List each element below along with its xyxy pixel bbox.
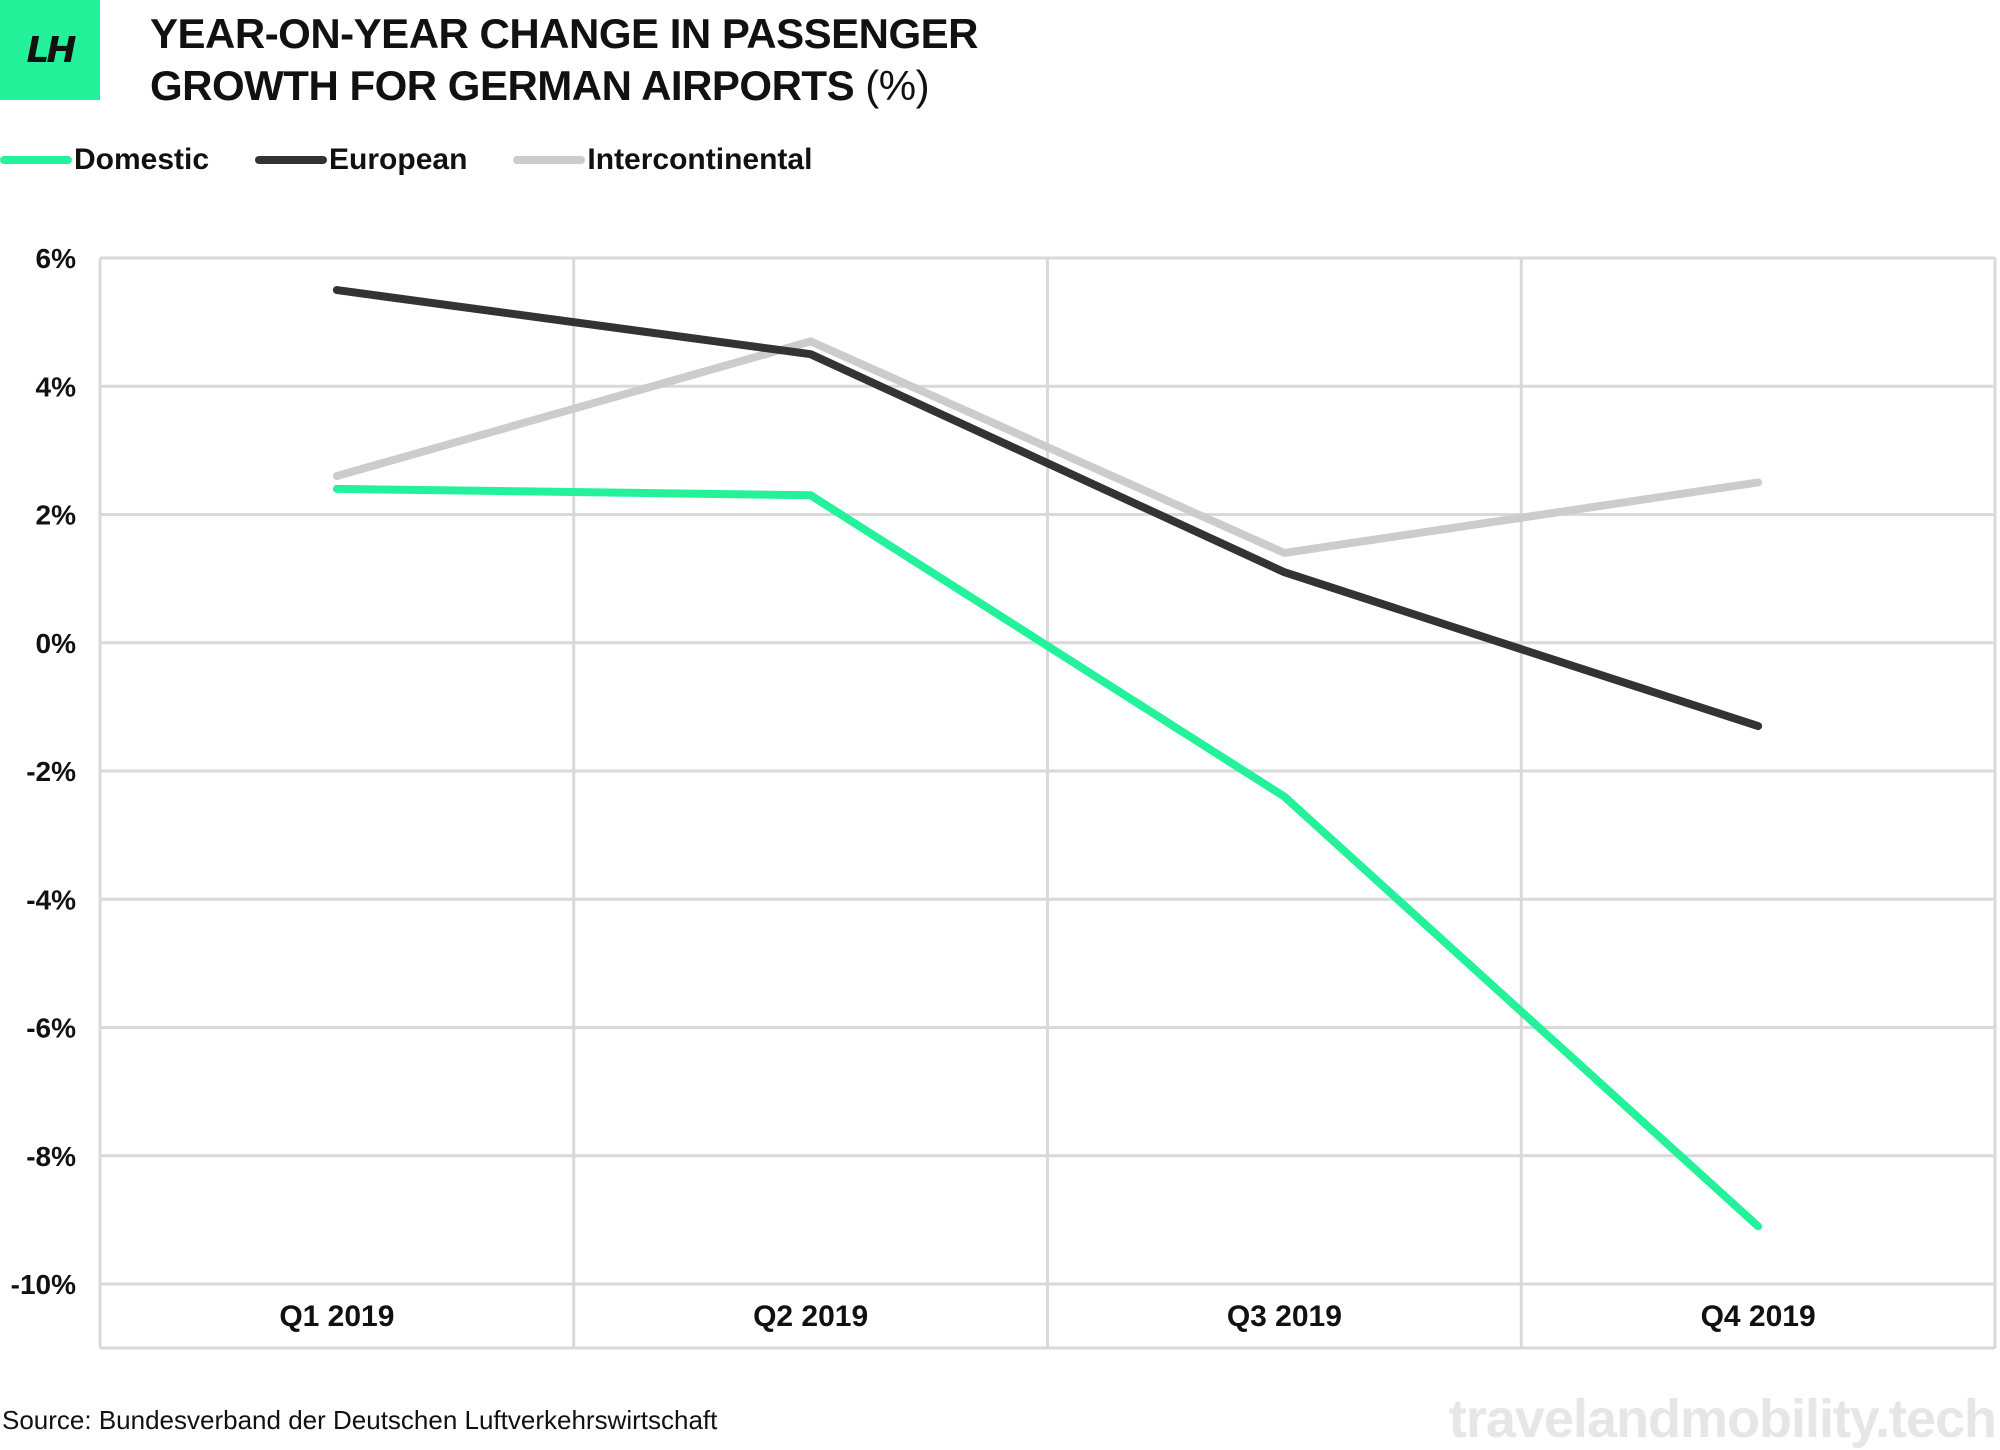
y-tick-label: -4% xyxy=(26,884,76,915)
data-point-domestic xyxy=(333,485,340,492)
data-point-domestic xyxy=(1281,793,1288,800)
y-tick-label: -8% xyxy=(26,1141,76,1172)
x-tick-label: Q1 2019 xyxy=(279,1300,394,1333)
legend-label: Domestic xyxy=(74,143,210,176)
x-axis-tick-labels: Q1 2019 Q2 2019 Q3 2019 Q4 2019 xyxy=(279,1300,1815,1333)
chart-legend: Domestic European Intercontinental xyxy=(0,140,858,180)
watermark: travelandmobility.tech xyxy=(1448,1389,1997,1449)
data-point-european xyxy=(333,287,340,294)
legend-item-european: European xyxy=(255,143,467,177)
y-tick-label: -2% xyxy=(26,756,76,787)
data-point-domestic xyxy=(1755,1223,1762,1230)
data-point-intercontinental xyxy=(807,338,814,345)
y-tick-label: -6% xyxy=(26,1013,76,1044)
y-axis-tick-labels: 6% 4% 2% 0% -2% -4% -6% -8% -10% xyxy=(11,243,76,1300)
line-chart: 6%4%2%0%-2%-4%-6%-8%-10% Q1 2019 Q2 2019 Q… xyxy=(11,243,1997,1350)
data-point-european xyxy=(1281,569,1288,576)
chart-title: YEAR-ON-YEAR CHANGE IN PASSENGER GROWTH … xyxy=(150,8,978,112)
data-point-european xyxy=(1755,723,1762,730)
y-tick-label: 6% xyxy=(36,243,77,274)
chart-title-line1: YEAR-ON-YEAR CHANGE IN PASSENGER xyxy=(150,10,978,57)
chart-title-unit: (%) xyxy=(865,62,930,109)
legend-label: European xyxy=(329,143,468,176)
legend-swatch xyxy=(0,156,72,164)
data-point-domestic xyxy=(807,492,814,499)
y-tick-label: -10% xyxy=(11,1269,76,1300)
legend-swatch xyxy=(255,156,328,164)
y-tick-label: 2% xyxy=(36,500,77,531)
series-lines xyxy=(332,286,1763,1231)
legend-item-intercontinental: Intercontinental xyxy=(513,143,812,177)
y-tick-label: 0% xyxy=(36,628,77,659)
x-tick-label: Q2 2019 xyxy=(753,1300,868,1333)
legend-label: Intercontinental xyxy=(587,143,813,176)
data-point-european xyxy=(807,351,814,358)
series-line-domestic xyxy=(332,484,1763,1231)
series-line-intercontinental xyxy=(332,337,1763,557)
chart-title-line2: GROWTH FOR GERMAN AIRPORTS xyxy=(150,62,855,109)
source-note: Source: Bundesverband der Deutschen Luft… xyxy=(2,1405,718,1435)
x-tick-label: Q4 2019 xyxy=(1701,1300,1816,1333)
data-point-intercontinental xyxy=(1755,479,1762,486)
legend-swatch xyxy=(513,156,586,164)
chart-grid xyxy=(98,256,1997,1350)
series-line-european xyxy=(332,286,1763,731)
x-tick-label: Q3 2019 xyxy=(1227,1300,1342,1333)
brand-logo-text: LH xyxy=(26,29,76,71)
brand-logo: LH xyxy=(0,0,100,100)
data-point-intercontinental xyxy=(333,473,340,480)
data-point-intercontinental xyxy=(1281,549,1288,556)
legend-item-domestic: Domestic xyxy=(0,143,209,177)
y-tick-label: 4% xyxy=(36,371,77,402)
